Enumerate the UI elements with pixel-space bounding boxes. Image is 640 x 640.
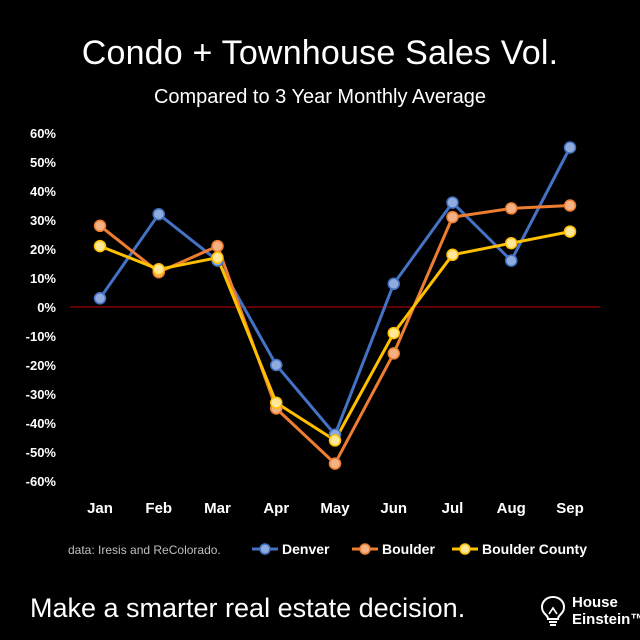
data-point-denver	[152, 207, 165, 221]
legend-swatch-marker	[259, 543, 271, 555]
x-tick-label: Jan	[87, 500, 113, 517]
x-tick-label: Jun	[380, 500, 407, 517]
lightbulb-icon	[540, 595, 566, 626]
y-tick-label: 0%	[37, 300, 56, 315]
x-tick-label: Aug	[497, 500, 526, 517]
y-tick-label: -30%	[26, 387, 57, 402]
brand-name: House Einstein™	[572, 594, 640, 628]
data-point-denver	[270, 358, 283, 372]
y-tick-label: 60%	[30, 126, 56, 141]
data-point-boulder	[328, 457, 342, 470]
data-point-boulder-county	[563, 225, 577, 238]
data-point-boulder-county	[270, 396, 283, 409]
x-tick-label: Apr	[263, 500, 289, 517]
y-tick-label: -50%	[26, 445, 57, 460]
data-point-boulder-county	[446, 248, 459, 262]
legend-label: Boulder County	[482, 541, 587, 557]
legend-swatch-marker	[359, 543, 371, 555]
x-tick-label: May	[320, 500, 350, 517]
data-point-boulder-county	[211, 251, 224, 264]
data-point-boulder-county	[505, 236, 518, 250]
y-tick-label: 40%	[30, 184, 56, 199]
data-point-denver	[505, 254, 518, 267]
y-tick-label: 30%	[30, 213, 56, 228]
y-tick-label: -10%	[26, 329, 57, 344]
brand-line-1: House	[572, 594, 618, 611]
data-point-boulder-county	[152, 263, 165, 276]
series-line-boulder-county	[99, 230, 571, 442]
legend-label: Denver	[282, 541, 330, 557]
chart-title: Condo + Townhouse Sales Vol.	[81, 34, 559, 72]
data-point-boulder-county	[93, 239, 107, 253]
y-tick-label: -60%	[26, 474, 57, 489]
data-point-denver	[93, 292, 107, 305]
data-point-boulder	[211, 239, 224, 253]
data-point-denver	[387, 277, 400, 291]
x-tick-label: Mar	[204, 500, 231, 517]
data-point-boulder-county	[328, 434, 342, 447]
tagline: Make a smarter real estate decision.	[30, 593, 466, 623]
data-point-denver	[563, 141, 577, 154]
brand-line-2: Einstein™	[572, 611, 640, 628]
x-tick-label: Feb	[145, 500, 172, 517]
legend-label: Boulder	[382, 541, 435, 557]
data-point-boulder	[93, 219, 107, 233]
chart-subtitle: Compared to 3 Year Monthly Average	[153, 86, 487, 108]
series-line-denver	[98, 146, 572, 437]
data-source-note: data: Iresis and ReColorado.	[68, 543, 221, 557]
x-tick-label: Jul	[442, 500, 464, 517]
data-point-boulder	[446, 210, 459, 224]
data-point-boulder	[505, 202, 518, 215]
legend-swatch-marker	[459, 543, 471, 555]
x-tick-label: Sep	[556, 500, 584, 517]
brand-logo: House Einstein™	[538, 592, 640, 632]
y-tick-label: -20%	[26, 358, 57, 373]
y-tick-label: 10%	[30, 271, 56, 286]
data-point-denver	[446, 196, 459, 209]
y-tick-label: -40%	[26, 416, 57, 431]
data-point-boulder-county	[387, 326, 400, 340]
y-tick-label: 50%	[30, 155, 56, 170]
data-point-boulder	[387, 347, 400, 360]
data-point-boulder	[563, 199, 577, 212]
y-tick-label: 20%	[30, 242, 56, 257]
